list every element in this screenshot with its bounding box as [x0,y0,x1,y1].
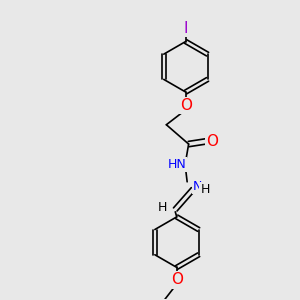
Text: H: H [200,183,210,196]
Text: I: I [183,21,188,36]
Text: O: O [180,98,192,113]
Text: H: H [158,202,167,214]
Text: O: O [206,134,218,148]
Text: N: N [193,180,202,193]
Text: HN: HN [167,158,186,171]
Text: O: O [171,272,183,287]
